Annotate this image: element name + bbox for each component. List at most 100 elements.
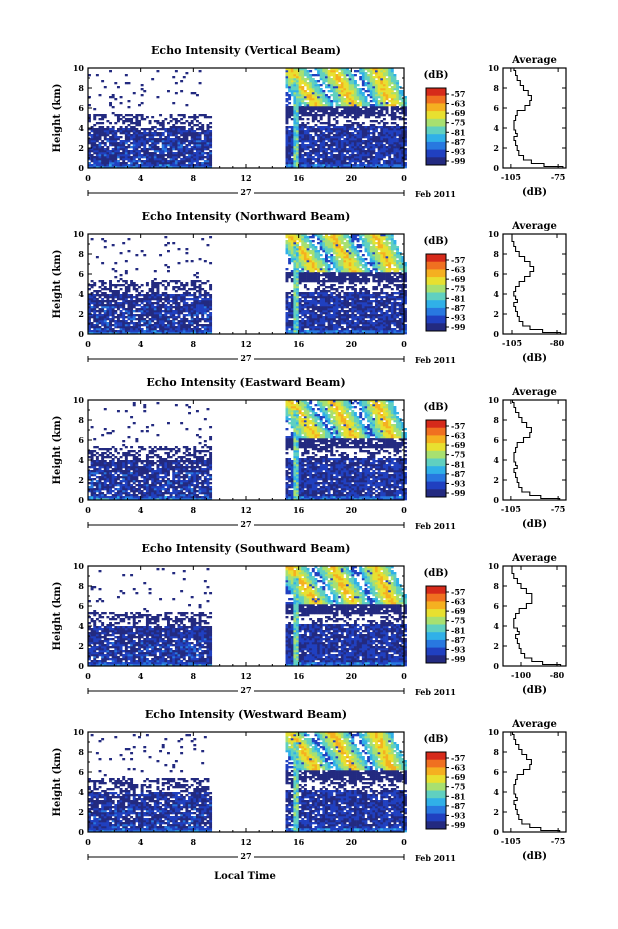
heatmap-cell [116,136,120,139]
heatmap-cell [314,308,318,311]
heatmap-cell [288,302,292,305]
heatmap-cell [190,134,194,137]
heatmap-cell [106,310,110,313]
colorbar-swatch [426,149,446,158]
heatmap-cell [364,152,368,155]
heatmap-cell [330,158,334,161]
heatmap-cell [309,256,313,259]
heatmap-cell [138,132,141,135]
heatmap-cell [182,128,186,131]
heatmap-cell [198,70,202,73]
heatmap-cell [298,282,302,285]
heatmap-cell [369,160,373,163]
heatmap-cell [393,78,397,81]
heatmap-cell [140,142,144,145]
heatmap-cell [151,166,155,169]
heatmap-cell [335,310,339,313]
heatmap-cell [201,140,205,143]
heatmap-cell [325,106,328,109]
heatmap-cell [182,286,186,289]
heatmap-cell [103,142,107,145]
heatmap-cell [317,258,321,261]
heatmap-cell [293,88,297,91]
heatmap-cell [325,292,328,295]
heatmap-cell [309,90,313,93]
heatmap-cell [301,92,305,95]
heatmap-cell [153,314,157,317]
heatmap-cell [182,292,186,295]
heatmap-cell [319,292,323,295]
heatmap-cell [119,132,123,135]
heatmap-cell [359,126,363,129]
heatmap-cell [201,318,205,321]
heatmap-cell [290,74,294,77]
heatmap-cell [190,142,194,145]
heatmap-cell [127,158,131,161]
heatmap-cell [330,326,334,329]
heatmap-cell [201,166,205,169]
heatmap-cell [106,298,110,301]
heatmap-cell [385,150,389,153]
heatmap-cell [325,318,328,321]
heatmap-cell [317,278,321,281]
heatmap-cell [346,144,349,147]
heatmap-cell [288,96,292,99]
heatmap-cell [119,158,123,161]
heatmap-cell [190,330,194,333]
heatmap-cell [111,148,115,151]
heatmap-cell [201,308,205,311]
heatmap-cell [303,130,307,133]
heatmap-cell [193,298,197,301]
heatmap-cell [193,142,197,145]
heatmap-cell [375,144,378,147]
heatmap-cell [161,150,165,153]
heatmap-cell [296,88,299,91]
heatmap-cell [122,122,126,125]
heatmap-cell [296,316,299,319]
heatmap-cell [101,298,105,301]
heatmap-cell [340,136,344,139]
heatmap-cell [143,166,147,169]
heatmap-cell [290,134,294,137]
heatmap-cell [143,312,147,315]
heatmap-cell [201,128,205,131]
heatmap-cell [332,108,336,111]
heatmap-cell [98,316,102,319]
heatmap-cell [167,156,170,159]
heatmap-cell [151,138,155,141]
heatmap-cell [322,284,326,287]
heatmap-cell [380,128,384,131]
heatmap-cell [109,96,112,99]
heatmap-cell [314,164,318,167]
heatmap-cell [327,278,331,281]
heatmap-cell [372,114,376,117]
heatmap-cell [195,164,199,167]
heatmap-cell [164,144,168,147]
heatmap-cell [119,102,123,105]
heatmap-cell [311,234,315,237]
heatmap-cell [353,80,357,83]
heatmap-cell [330,322,334,325]
heatmap-cell [338,282,342,285]
heatmap-cell [206,294,210,297]
heatmap-cell [364,130,368,133]
heatmap-cell [375,154,378,157]
heatmap-cell [332,326,336,329]
heatmap-cell [88,288,91,291]
heatmap-cell [127,144,131,147]
heatmap-cell [290,260,294,263]
heatmap-cell [296,164,299,167]
heatmap-cell [98,152,102,155]
heatmap-cell [109,290,112,293]
heatmap-cell [317,332,321,335]
heatmap-cell [364,110,368,113]
heatmap-cell [114,316,118,319]
heatmap-cell [198,154,202,157]
heatmap-cell [382,154,386,157]
heatmap-cell [206,310,210,313]
heatmap-cell [143,138,147,141]
heatmap-cell [201,312,205,315]
heatmap-cell [167,282,170,285]
heatmap-cell [340,90,344,93]
heatmap-cell [330,330,334,333]
